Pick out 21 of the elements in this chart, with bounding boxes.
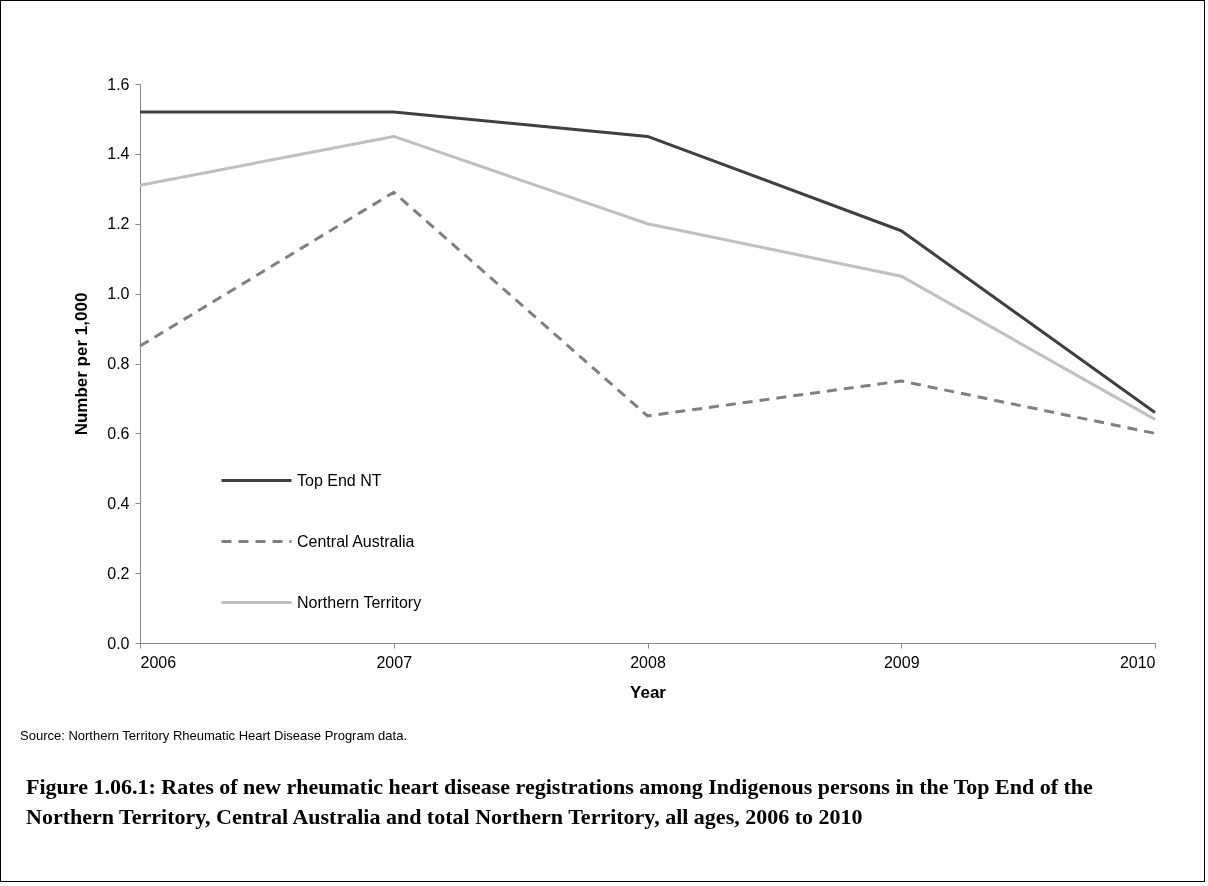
legend-label: Top End NT	[297, 471, 382, 489]
y-tick-label: 0.6	[107, 424, 130, 442]
text: Figure 1.06.1: Rates of new rheumatic heart disease registrations among Indigenous persons in the Top End of the Northern Territory, Central Australia and total Northern Territory, all ages, 2006 to 2010	[26, 773, 1094, 831]
y-tick-label: 0.0	[107, 634, 130, 652]
x-tick-label: 2009	[883, 653, 920, 671]
y-tick-label: 0.8	[107, 355, 130, 372]
y-tick-label: 0.4	[107, 494, 130, 512]
legend-label: Northern Territory	[297, 593, 422, 611]
y-tick-label: 1.6	[107, 75, 130, 93]
source-note: Source: Northern Territory Rheumatic Heart Disease Program data.	[20, 728, 408, 743]
y-tick-label: 0.2	[107, 564, 130, 582]
x-tick-label: 2006	[140, 653, 177, 671]
y-tick-label: 1.4	[107, 145, 130, 163]
y-tick-label: 1.0	[107, 285, 130, 303]
x-axis-title: Year	[630, 682, 667, 702]
x-tick-label: 2010	[1119, 653, 1156, 671]
y-tick-label: 1.2	[107, 215, 130, 233]
x-tick-label: 2007	[376, 653, 413, 671]
y-axis-title: Number per 1,000	[72, 292, 92, 436]
x-tick-label: 2008	[630, 653, 666, 671]
legend-label: Central Australia	[297, 532, 415, 550]
